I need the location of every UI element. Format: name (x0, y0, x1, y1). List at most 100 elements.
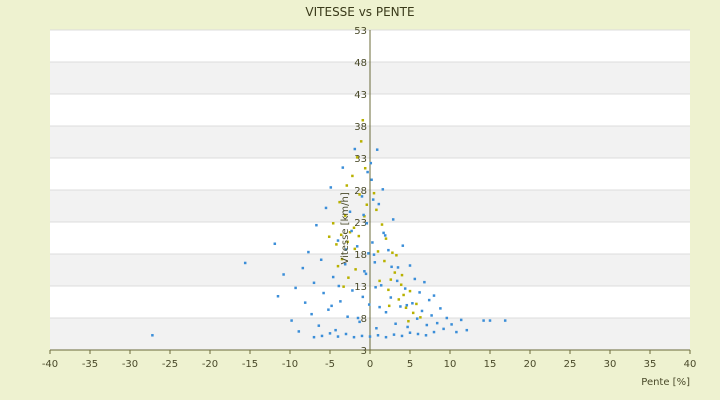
data-point (361, 295, 365, 299)
data-point (390, 265, 393, 269)
data-point (310, 312, 313, 316)
data-point (331, 222, 335, 225)
data-point (346, 240, 349, 244)
data-point (371, 198, 375, 201)
data-point (243, 261, 247, 265)
data-point (339, 233, 343, 237)
data-point (378, 279, 381, 283)
y-tick-label: 18 (354, 250, 367, 261)
data-point (348, 230, 352, 234)
data-point (503, 319, 507, 322)
x-tick-label: -40 (42, 359, 58, 370)
data-point (324, 206, 328, 210)
data-point (400, 334, 404, 338)
y-tick-label: 43 (354, 90, 367, 101)
x-tick-label: -10 (282, 359, 298, 370)
data-point (336, 264, 340, 268)
x-tick-label: 20 (524, 359, 537, 370)
data-point (435, 321, 439, 325)
x-tick-label: -35 (82, 359, 98, 370)
data-point (381, 188, 385, 191)
data-point (383, 259, 386, 263)
data-point (408, 289, 412, 293)
data-point (330, 304, 333, 308)
data-point (366, 170, 369, 174)
data-point (358, 193, 361, 196)
data-point (359, 140, 363, 143)
data-point (384, 335, 388, 339)
data-point (347, 276, 350, 279)
data-point (401, 244, 405, 247)
x-tick-label: -15 (242, 359, 258, 370)
data-point (394, 322, 397, 326)
data-point (374, 286, 377, 289)
data-point (312, 281, 316, 285)
data-point (413, 277, 417, 281)
data-point (294, 286, 297, 290)
data-point (315, 223, 318, 227)
x-tick-label: 15 (484, 359, 497, 370)
data-point (307, 250, 310, 254)
data-point (408, 331, 412, 334)
data-point (339, 300, 342, 303)
data-point (151, 334, 154, 337)
data-point (418, 291, 421, 294)
data-point (384, 237, 388, 240)
data-point (358, 320, 361, 324)
data-point (450, 323, 453, 326)
data-point (423, 280, 426, 284)
data-point (392, 333, 396, 336)
data-point (375, 208, 378, 212)
data-point (372, 191, 376, 195)
y-tick-label: 53 (354, 26, 367, 37)
data-point (363, 166, 367, 170)
data-point (353, 147, 357, 151)
data-point (346, 315, 349, 318)
data-point (391, 218, 395, 221)
data-point (373, 261, 377, 264)
data-point (384, 310, 388, 314)
x-tick-labels: -40 -35 -30 -25 -20 -15 -10 -5 0 5 10 15 20 25 30 35 40 (42, 350, 696, 370)
data-point (322, 291, 325, 295)
x-tick-label: 5 (407, 359, 413, 370)
data-point (399, 305, 402, 308)
data-point (442, 327, 445, 331)
data-point (415, 302, 418, 306)
data-point (360, 334, 364, 338)
data-point (379, 284, 383, 287)
chart-title: VITESSE vs PENTE (305, 5, 414, 19)
data-point (367, 252, 370, 255)
data-point (420, 309, 424, 313)
data-point (334, 328, 337, 332)
data-points (151, 118, 507, 339)
x-axis-title: Pente [%] (641, 377, 690, 388)
x-tick-label: -30 (122, 359, 138, 370)
data-point (365, 203, 369, 206)
data-point (432, 294, 436, 297)
data-point (383, 234, 387, 237)
data-point (387, 288, 390, 292)
data-point (404, 306, 408, 310)
data-point (406, 325, 409, 329)
data-point (432, 330, 436, 334)
x-tick-label: -25 (162, 359, 178, 370)
y-tick-label: 3 (361, 346, 367, 357)
data-point (371, 241, 374, 244)
data-point (340, 257, 344, 261)
data-point (403, 287, 407, 290)
data-point (419, 316, 422, 319)
y-tick-label: 48 (354, 58, 367, 69)
data-point (378, 305, 381, 309)
data-point (353, 247, 357, 251)
data-point (415, 317, 419, 320)
data-point (400, 273, 404, 277)
y-tick-label: 33 (354, 154, 367, 165)
data-point (341, 166, 345, 169)
data-point (455, 330, 458, 334)
data-point (445, 316, 449, 320)
data-point (355, 156, 359, 159)
data-point (354, 268, 357, 271)
data-point (375, 326, 378, 330)
data-point (389, 296, 393, 299)
x-tick-label: 25 (564, 359, 577, 370)
